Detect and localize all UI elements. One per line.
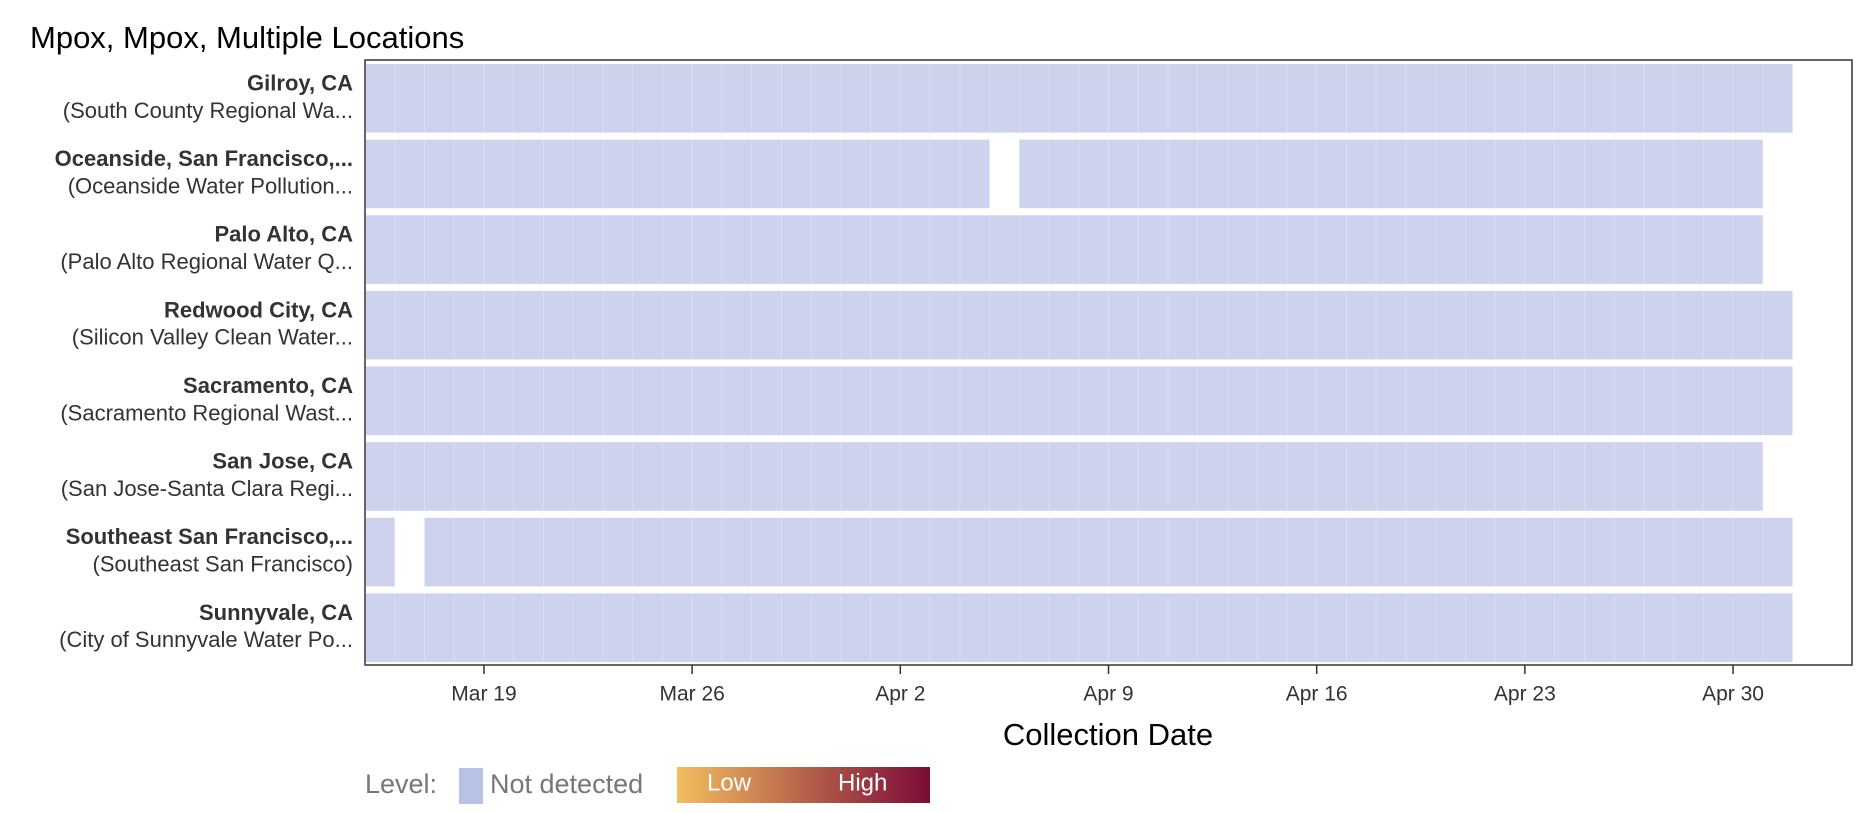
x-tick-label: Apr 30 — [1702, 683, 1764, 706]
row-name: Palo Alto, CA — [214, 222, 353, 247]
row-site: (Sacramento Regional Wast... — [60, 400, 353, 425]
row-site: (Silicon Valley Clean Water... — [72, 325, 353, 350]
cell-segment — [366, 593, 1793, 662]
chart-title: Mpox, Mpox, Multiple Locations — [30, 20, 464, 55]
row-site: (Palo Alto Regional Water Q... — [60, 249, 353, 274]
cell-segment — [366, 215, 1763, 284]
legend-title: Level: — [365, 769, 437, 799]
row-name: Oceanside, San Francisco,... — [55, 146, 353, 171]
cell-segment — [366, 442, 1763, 511]
legend-swatch — [459, 768, 483, 804]
cell-segment — [366, 517, 395, 587]
legend-low: Low — [707, 769, 752, 796]
legend-high: High — [838, 769, 887, 796]
legend-label: Not detected — [490, 769, 643, 799]
cell-segment — [366, 290, 1793, 360]
x-tick-label: Apr 23 — [1494, 683, 1556, 706]
x-tick-label: Mar 26 — [659, 683, 724, 706]
cell-segment — [366, 366, 1793, 436]
x-tick-label: Apr 9 — [1083, 683, 1133, 706]
row-name: Sunnyvale, CA — [199, 600, 353, 625]
row-name: San Jose, CA — [212, 449, 353, 474]
row-site: (City of Sunnyvale Water Po... — [59, 627, 353, 652]
row-name: Redwood City, CA — [164, 297, 353, 322]
cell-segment — [366, 64, 1793, 133]
row-site: (San Jose-Santa Clara Regi... — [61, 476, 353, 501]
row-site: (Oceanside Water Pollution... — [68, 173, 353, 198]
cell-segment — [424, 517, 1793, 587]
row-name: Sacramento, CA — [183, 373, 353, 398]
legend-gradient — [677, 767, 930, 803]
row-site: (Southeast San Francisco) — [93, 552, 353, 577]
x-axis-title: Collection Date — [1003, 717, 1213, 752]
x-tick-label: Apr 2 — [875, 683, 925, 706]
row-site: (South County Regional Wa... — [63, 98, 353, 123]
cell-segment — [366, 139, 990, 209]
x-tick-label: Mar 19 — [451, 683, 516, 706]
x-tick-label: Apr 16 — [1286, 683, 1348, 706]
row-name: Gilroy, CA — [247, 70, 353, 95]
row-name: Southeast San Francisco,... — [66, 524, 353, 549]
cell-segment — [1019, 139, 1763, 209]
